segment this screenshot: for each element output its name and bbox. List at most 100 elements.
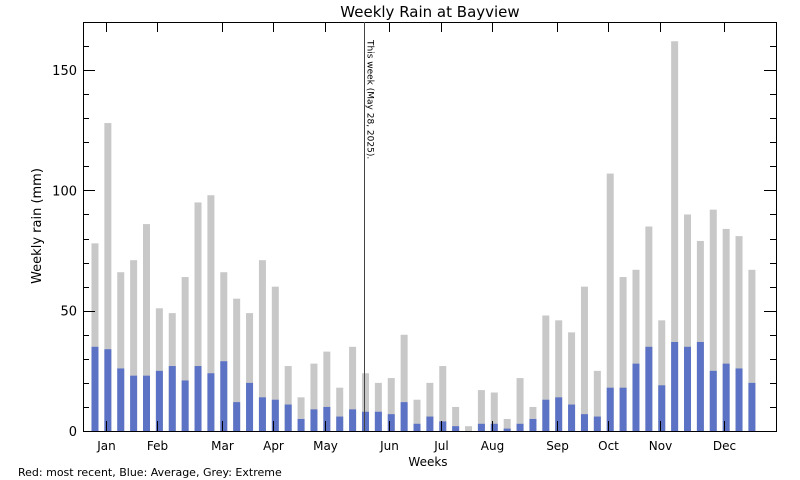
- extreme-bar-week-11: [220, 272, 228, 431]
- average-bar-week-28: [439, 421, 447, 431]
- month-label-nov: Nov: [649, 439, 672, 453]
- average-bar-week-16: [284, 404, 292, 431]
- average-bar-week-25: [400, 402, 408, 431]
- average-bar-week-20: [336, 416, 344, 431]
- average-bar-week-31: [477, 423, 485, 431]
- average-bar-week-34: [516, 423, 524, 431]
- average-bar-week-15: [271, 399, 279, 431]
- average-bar-week-10: [207, 373, 215, 431]
- average-bar-week-4: [130, 375, 138, 431]
- extreme-bar-week-9: [194, 202, 202, 431]
- extreme-bar-week-34: [516, 378, 524, 431]
- extreme-bar-week-32: [490, 392, 498, 431]
- extreme-bar-week-26: [413, 399, 421, 431]
- extreme-bar-week-24: [387, 378, 395, 431]
- extreme-bar-week-17: [297, 397, 305, 431]
- average-bar-week-37: [555, 397, 563, 431]
- extreme-bar-week-37: [555, 320, 563, 431]
- extreme-bar-week-1: [91, 243, 99, 431]
- extreme-bar-week-5: [143, 224, 151, 431]
- month-label-jun: Jun: [379, 439, 399, 453]
- average-bar-week-9: [194, 366, 202, 431]
- this-week-annotation: This week (May 28, 2025).: [364, 22, 375, 431]
- this-week-label: This week (May 28, 2025).: [365, 39, 375, 159]
- average-bar-week-18: [310, 409, 318, 431]
- extreme-bar-week-29: [452, 406, 460, 431]
- extreme-bar-week-30: [465, 426, 473, 431]
- extreme-bar-week-16: [284, 366, 292, 431]
- month-label-mar: Mar: [211, 439, 234, 453]
- average-bar-week-27: [426, 416, 434, 431]
- average-bar-week-26: [413, 423, 421, 431]
- month-label-jul: Jul: [433, 439, 448, 453]
- axes-layer: 0 50 100 150 Jan Feb Mar Apr May Jun Jul Aug Sep Oct N…: [52, 22, 776, 453]
- month-label-oct: Oct: [598, 439, 619, 453]
- month-label-feb: Feb: [147, 439, 168, 453]
- y-tick-label: 150: [52, 64, 77, 79]
- extreme-bar-week-43: [632, 269, 640, 431]
- average-bar-week-6: [155, 370, 163, 431]
- extreme-bar-week-46: [671, 41, 679, 431]
- average-bar-week-29: [452, 426, 460, 431]
- extreme-bar-week-50: [722, 228, 730, 431]
- extreme-bar-week-41: [606, 173, 614, 431]
- extreme-bar-week-45: [658, 320, 666, 431]
- y-tick-label: 0: [69, 425, 77, 440]
- average-bar-week-23: [374, 411, 382, 431]
- extreme-bar-week-51: [735, 236, 743, 431]
- y-axis-label: Weekly rain (mm): [30, 168, 45, 284]
- bars-layer: [91, 41, 756, 431]
- extreme-bar-week-40: [593, 370, 601, 431]
- average-bar-week-2: [104, 349, 112, 431]
- average-bar-week-8: [181, 380, 189, 431]
- average-bar-week-19: [323, 406, 331, 431]
- extreme-bar-week-39: [580, 286, 588, 431]
- average-bar-week-50: [722, 363, 730, 431]
- extreme-bar-week-8: [181, 277, 189, 431]
- average-bar-week-39: [580, 414, 588, 431]
- extreme-bar-week-44: [645, 226, 653, 431]
- average-bar-week-21: [349, 409, 357, 431]
- legend-note: Red: most recent, Blue: Average, Grey: E…: [18, 466, 282, 479]
- extreme-bar-week-20: [336, 387, 344, 431]
- month-label-apr: Apr: [263, 439, 284, 453]
- extreme-bar-week-22: [361, 373, 369, 431]
- extreme-bar-week-38: [568, 332, 576, 431]
- extreme-bar-week-48: [696, 240, 704, 431]
- average-bar-week-35: [529, 418, 537, 431]
- average-bar-week-1: [91, 346, 99, 431]
- extreme-bar-week-18: [310, 363, 318, 431]
- extreme-bar-week-25: [400, 334, 408, 431]
- extreme-bar-week-42: [619, 277, 627, 431]
- month-label-dec: Dec: [713, 439, 736, 453]
- extreme-bar-week-2: [104, 123, 112, 431]
- average-bar-week-22: [361, 411, 369, 431]
- plot-frame: [83, 22, 777, 432]
- average-bar-week-46: [671, 341, 679, 431]
- y-tick-label: 100: [52, 184, 77, 199]
- month-label-sep: Sep: [546, 439, 569, 453]
- average-bar-week-24: [387, 414, 395, 431]
- average-bar-week-38: [568, 404, 576, 431]
- extreme-bar-week-33: [503, 418, 511, 431]
- average-bar-week-52: [748, 382, 756, 431]
- average-bar-week-7: [168, 366, 176, 431]
- average-bar-week-11: [220, 361, 228, 431]
- y-tick-label: 50: [60, 305, 77, 320]
- average-bar-week-12: [233, 402, 241, 431]
- extreme-bar-week-28: [439, 366, 447, 431]
- average-bar-week-14: [258, 397, 266, 431]
- average-bar-week-5: [143, 375, 151, 431]
- x-axis-label: Weeks: [408, 455, 447, 469]
- average-bar-week-45: [658, 385, 666, 431]
- extreme-bar-week-31: [477, 390, 485, 431]
- average-bar-week-40: [593, 416, 601, 431]
- extreme-bar-week-6: [155, 308, 163, 431]
- average-bar-week-42: [619, 387, 627, 431]
- average-bar-week-33: [503, 428, 511, 431]
- average-bar-week-13: [246, 382, 254, 431]
- average-bar-week-44: [645, 346, 653, 431]
- extreme-bar-week-21: [349, 346, 357, 431]
- average-bar-week-48: [696, 341, 704, 431]
